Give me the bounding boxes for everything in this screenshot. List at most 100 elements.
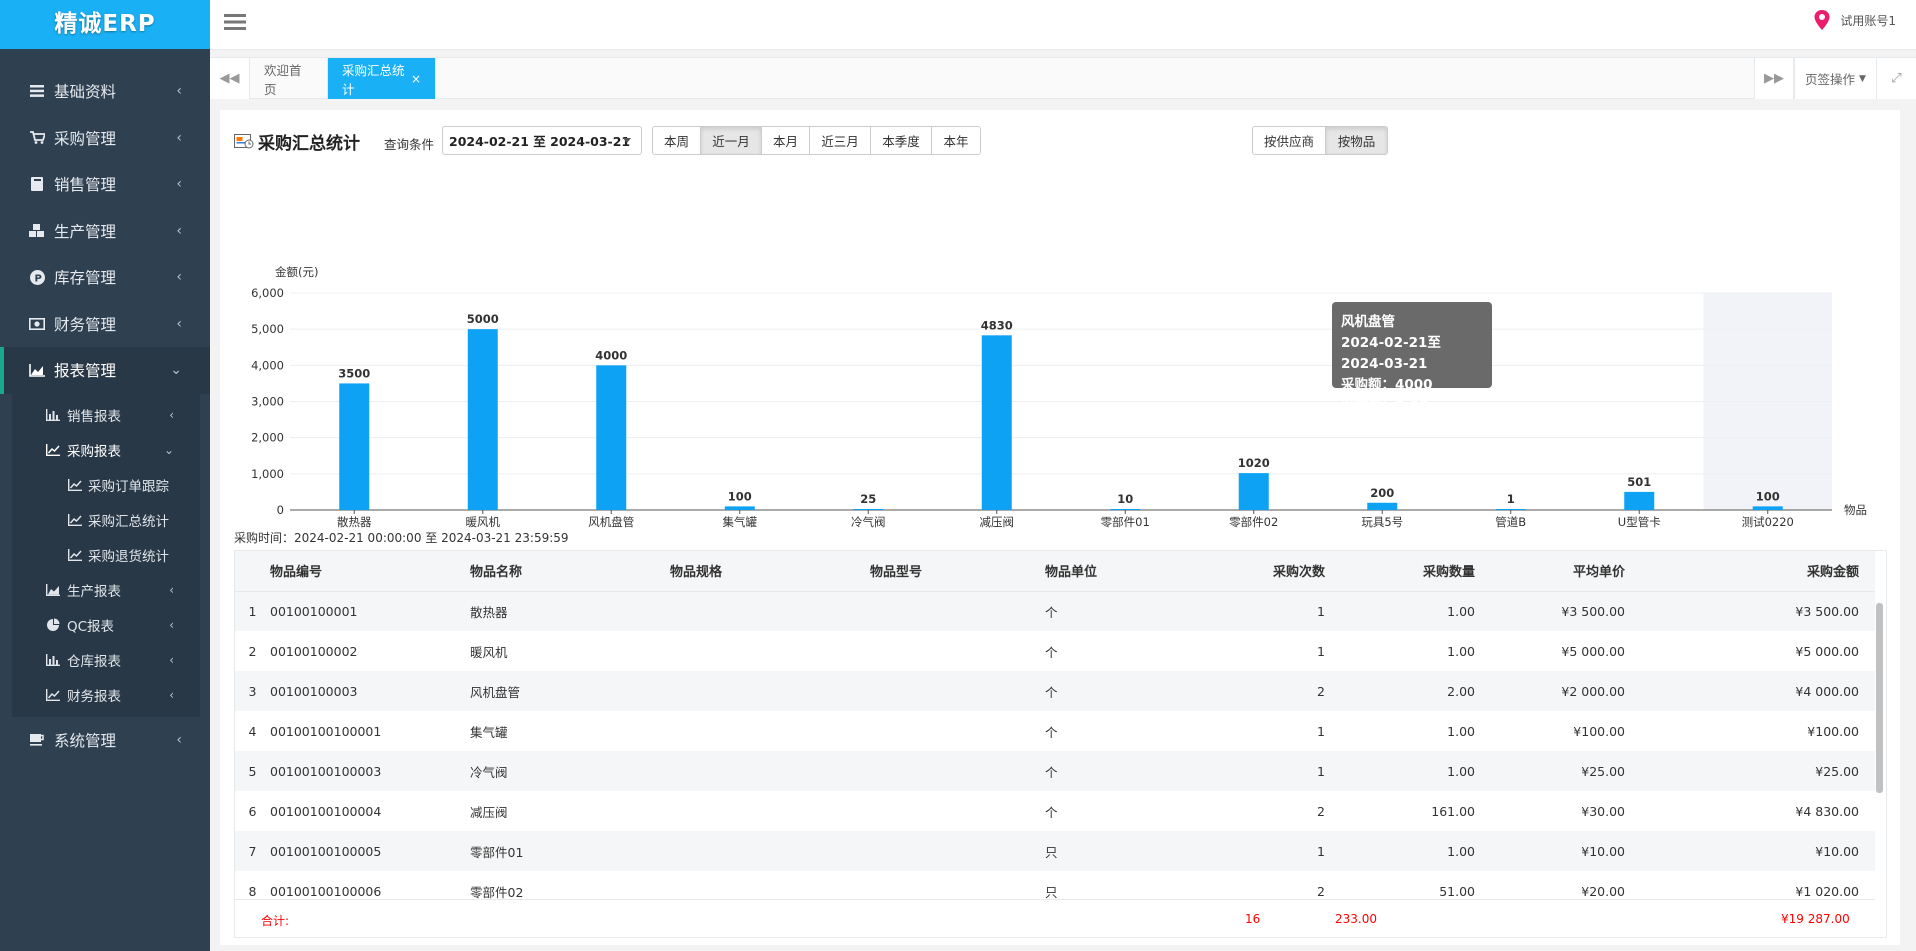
- bar-value-label: 1020: [1238, 456, 1270, 470]
- nav-item-system[interactable]: 系统管理 ‹: [0, 717, 210, 764]
- x-tick-label: 零部件02: [1229, 515, 1278, 529]
- cell-amount: ¥4 830.00: [1625, 791, 1875, 831]
- cell-amount: ¥4 000.00: [1625, 671, 1875, 711]
- table-row[interactable]: 2 00100100002 暖风机个 1 1.00 ¥5 000.00 ¥5 000.00: [235, 631, 1875, 671]
- cell-index: 2: [235, 631, 270, 671]
- y-tick-label: 4,000: [251, 358, 284, 372]
- cell-qty: 1.00: [1325, 591, 1475, 631]
- cell-spec: [670, 591, 870, 631]
- menu-toggle-icon[interactable]: [224, 12, 248, 36]
- tab-scroll-right-icon[interactable]: ▶▶: [1754, 58, 1794, 99]
- cell-model: [870, 671, 1045, 711]
- chevron-left-icon: ‹: [169, 408, 174, 422]
- sub-item-warehouse-report[interactable]: 仓库报表 ‹: [12, 643, 200, 678]
- sub-item-label: 仓库报表: [67, 654, 121, 670]
- group-by-item-button[interactable]: 按物品: [1326, 127, 1387, 154]
- cell-code: 00100100003: [270, 671, 470, 711]
- nav-item-purchase[interactable]: 采购管理 ‹: [0, 115, 210, 162]
- table-row[interactable]: 5 00100100100003 冷气阀个 1 1.00 ¥25.00 ¥25.00: [235, 751, 1875, 791]
- cell-count: 1: [1175, 831, 1325, 871]
- group-by-supplier-button[interactable]: 按供应商: [1253, 127, 1326, 154]
- x-tick-label: 暖风机: [466, 515, 501, 529]
- line-chart-icon: [68, 513, 84, 527]
- close-icon[interactable]: ×: [410, 71, 421, 86]
- leaf-label: 采购汇总统计: [88, 514, 169, 530]
- x-tick-label: 零部件01: [1101, 515, 1150, 529]
- tab-operations-dropdown[interactable]: 页签操作 ▼: [1794, 58, 1876, 99]
- user-menu[interactable]: 试用账号1: [1814, 10, 1896, 30]
- bar-value-label: 200: [1370, 486, 1394, 500]
- x-tick-label: 测试0220: [1742, 515, 1794, 529]
- report-icon: [234, 134, 254, 149]
- col-header-count[interactable]: 采购次数: [1175, 551, 1325, 592]
- nav-label: 库存管理: [54, 269, 117, 288]
- period-this-month-button[interactable]: 本月: [762, 127, 810, 154]
- leaf-purchase-order-tracking[interactable]: 采购订单跟踪: [12, 468, 200, 503]
- cell-name: 冷气阀: [470, 751, 670, 791]
- sub-item-qc-report[interactable]: QC报表 ‹: [12, 608, 200, 643]
- pie-chart-icon: [46, 618, 62, 632]
- cell-index: 7: [235, 831, 270, 871]
- summary-table: 物品编号 物品名称 物品规格 物品型号 物品单位 采购次数 采购数量 平均单价 …: [235, 551, 1875, 911]
- col-header-amount[interactable]: 采购金额: [1625, 551, 1875, 592]
- period-this-year-button[interactable]: 本年: [932, 127, 980, 154]
- nav-item-production[interactable]: 生产管理 ‹: [0, 208, 210, 255]
- col-header-spec[interactable]: 物品规格: [670, 551, 870, 592]
- table-row[interactable]: 7 00100100100005 零部件01 只 1 1.00 ¥10.00 ¥10.00: [235, 831, 1875, 871]
- sub-item-sales-report[interactable]: 销售报表 ‹: [12, 398, 200, 433]
- table-row[interactable]: 4 00100100100001 集气罐个 1 1.00 ¥100.00 ¥100.00: [235, 711, 1875, 751]
- bar: [467, 329, 498, 510]
- bar: [1624, 491, 1655, 510]
- nav-item-sales[interactable]: 销售管理 ‹: [0, 161, 210, 208]
- cell-qty: 2.00: [1325, 671, 1475, 711]
- date-range-select[interactable]: 2024-02-21 至 2024-03-21: [442, 126, 642, 155]
- reports-submenu: 销售报表 ‹ 采购报表 ⌄ 采购订单跟踪 采购汇总统计 采购退货统计: [12, 393, 200, 717]
- table-row[interactable]: 3 00100100003 风机盘管 个 2 2.00 ¥2 000.00 ¥4 000.00: [235, 671, 1875, 711]
- leaf-purchase-returns[interactable]: 采购退货统计: [12, 538, 200, 573]
- table-scrollbar[interactable]: [1876, 603, 1883, 793]
- period-this-quarter-button[interactable]: 本季度: [871, 127, 932, 154]
- period-last-three-months-button[interactable]: 近三月: [810, 127, 871, 154]
- sub-item-label: 销售报表: [67, 409, 121, 425]
- period-last-month-button[interactable]: 近一月: [701, 127, 762, 154]
- leaf-purchase-summary[interactable]: 采购汇总统计: [12, 503, 200, 538]
- cart-icon: [28, 130, 46, 146]
- cell-index: 6: [235, 791, 270, 831]
- col-header-code[interactable]: 物品编号: [270, 551, 470, 592]
- sub-item-finance-report[interactable]: 财务报表 ‹: [12, 678, 200, 713]
- nav-label: 采购管理: [54, 129, 117, 148]
- period-button-group: 本周 近一月 本月 近三月 本季度 本年: [652, 126, 981, 155]
- nav-item-reports[interactable]: 报表管理 ⌄: [0, 347, 210, 394]
- cell-qty: 1.00: [1325, 631, 1475, 671]
- col-header-unit[interactable]: 物品单位: [1045, 551, 1175, 592]
- cell-spec: [670, 791, 870, 831]
- table-row[interactable]: 6 00100100100004 减压阀 个 2 161.00 ¥30.00 ¥4 830.0…: [235, 791, 1875, 831]
- bar-value-label: 3500: [338, 366, 370, 380]
- cell-name: 集气罐: [470, 711, 670, 751]
- col-header-model[interactable]: 物品型号: [870, 551, 1045, 592]
- sub-item-purchase-report[interactable]: 采购报表 ⌄: [12, 433, 200, 468]
- col-header-name[interactable]: 物品名称: [470, 551, 670, 592]
- bar-value-label: 5000: [467, 312, 499, 326]
- cell-amount: ¥25.00: [1625, 751, 1875, 791]
- cell-avg-price: ¥2 000.00: [1475, 671, 1625, 711]
- tab-purchase-summary[interactable]: 采购汇总统计 ×: [328, 58, 436, 99]
- nav-item-basic-data[interactable]: 基础资料 ‹: [0, 68, 210, 115]
- table-row[interactable]: 1 00100100001 散热器个 1 1.00 ¥3 500.00 ¥3 500.00: [235, 591, 1875, 631]
- col-header-qty[interactable]: 采购数量: [1325, 551, 1475, 592]
- fullscreen-icon[interactable]: ⤢: [1876, 58, 1916, 99]
- sub-item-label: QC报表: [67, 619, 115, 635]
- period-this-week-button[interactable]: 本周: [653, 127, 701, 154]
- bar: [1752, 506, 1783, 510]
- list-icon: [28, 83, 46, 99]
- tab-home[interactable]: 欢迎首页: [250, 58, 328, 99]
- line-chart-icon: [68, 548, 84, 562]
- cell-model: [870, 791, 1045, 831]
- cell-unit: 个: [1045, 751, 1175, 791]
- sub-item-production-report[interactable]: 生产报表 ‹: [12, 573, 200, 608]
- cell-name: 暖风机: [470, 631, 670, 671]
- tab-scroll-left-icon[interactable]: ◀◀: [210, 58, 250, 99]
- nav-item-inventory[interactable]: P 库存管理 ‹: [0, 254, 210, 301]
- col-header-avg-price[interactable]: 平均单价: [1475, 551, 1625, 592]
- nav-item-finance[interactable]: 财务管理 ‹: [0, 301, 210, 348]
